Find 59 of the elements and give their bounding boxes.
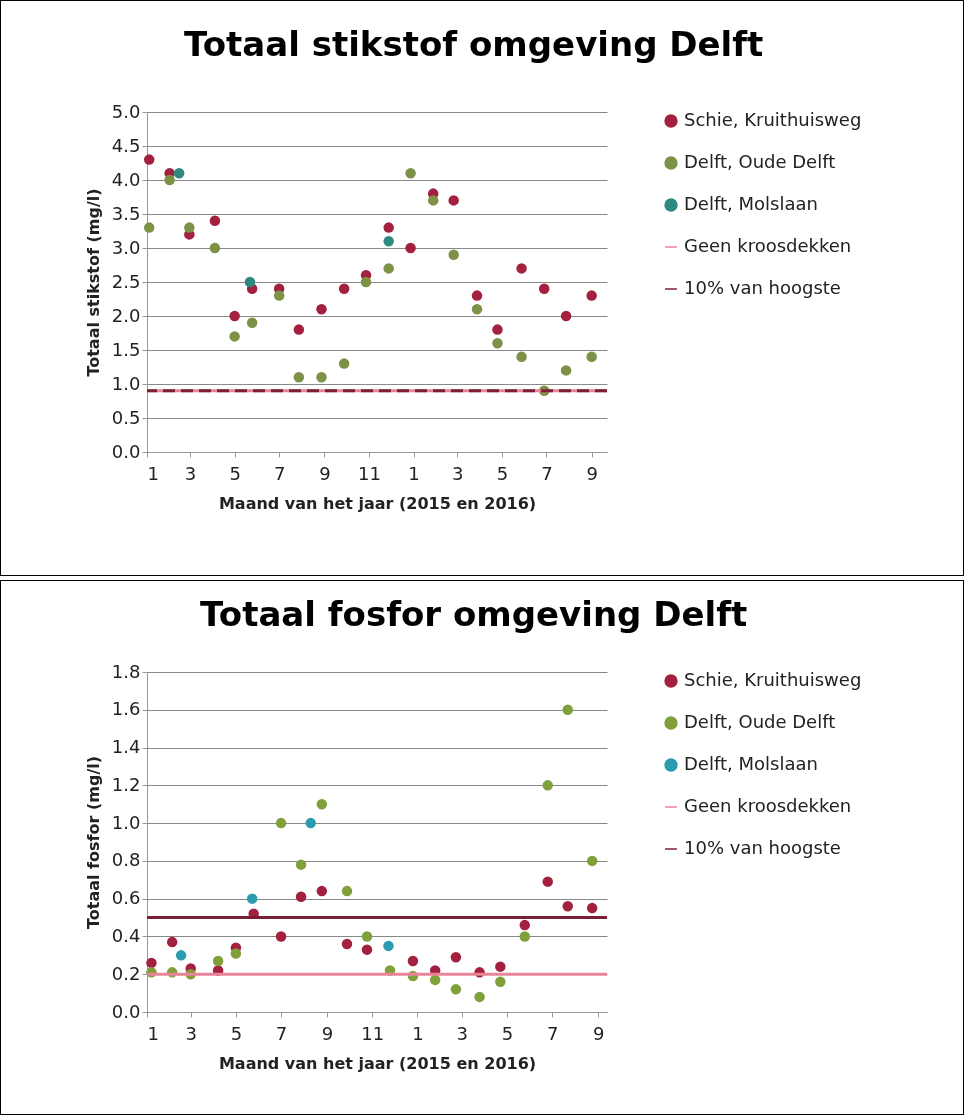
x-tick-label: 7: [275, 1022, 288, 1044]
legend-label: Delft, Molslaan: [684, 193, 818, 214]
x-tick-label: 1: [408, 462, 420, 484]
x-tick-label: 9: [592, 1022, 605, 1044]
y-tick-label: 5.0: [111, 100, 141, 122]
x-tick-label: 3: [185, 1022, 197, 1044]
y-tick-label: 2.5: [111, 270, 141, 292]
y-tick-label: 3.0: [111, 236, 141, 258]
x-tick-label: 9: [319, 462, 331, 484]
y-tick-label: 0.8: [111, 849, 141, 871]
y-tick-label: 1.5: [111, 338, 141, 360]
x-tick-label: 7: [546, 1022, 559, 1044]
legend-label: 10% van hoogste: [684, 277, 841, 298]
x-tick-label: 11: [361, 1022, 385, 1044]
legend-label: Delft, Molslaan: [684, 753, 818, 774]
y-axis-title: Totaal stikstof (mg/l): [83, 188, 103, 377]
chart-title: Totaal stikstof omgeving Delft: [184, 24, 764, 64]
y-tick-label: 1.0: [111, 811, 141, 833]
y-tick-label: 0.0: [111, 1000, 141, 1022]
x-tick-label: 7: [273, 462, 286, 484]
y-tick-label: 1.6: [111, 698, 141, 720]
legend-label: Geen kroosdekken: [684, 235, 852, 256]
x-tick-label: 1: [147, 1022, 159, 1044]
x-tick-label: 3: [184, 462, 197, 484]
x-tick-label: 9: [321, 1022, 334, 1044]
y-tick-label: 1.4: [111, 736, 141, 758]
x-tick-label: 3: [456, 1022, 469, 1044]
x-tick-label: 5: [229, 462, 241, 484]
y-tick-label: 0.6: [111, 887, 141, 909]
x-axis-title: Maand van het jaar (2015 en 2016): [218, 493, 537, 513]
x-axis-title: Maand van het jaar (2015 en 2016): [218, 1053, 537, 1073]
y-tick-label: 3.5: [111, 202, 141, 224]
y-tick-label: 0.2: [111, 962, 141, 984]
x-tick-label: 9: [586, 462, 598, 484]
y-tick-label: 4.5: [111, 134, 141, 156]
x-tick-label: 5: [496, 462, 509, 484]
y-axis-title: Totaal fosfor (mg/l): [83, 755, 103, 930]
chart-title: Totaal fosfor omgeving Delft: [200, 594, 748, 634]
legend-label: Delft, Oude Delft: [684, 151, 836, 172]
y-tick-label: 4.0: [111, 168, 141, 190]
x-tick-label: 7: [541, 462, 553, 484]
y-tick-label: 1.0: [111, 372, 141, 394]
x-tick-label: 3: [452, 462, 464, 484]
x-tick-label: 11: [358, 462, 381, 484]
y-tick-label: 0.5: [111, 406, 141, 428]
y-tick-label: 2.0: [111, 304, 141, 326]
x-tick-label: 5: [501, 1022, 514, 1044]
x-tick-label: 1: [412, 1022, 424, 1044]
legend-label: Delft, Oude Delft: [684, 711, 836, 732]
legend-label: Schie, Kruithuisweg: [684, 109, 862, 130]
y-tick-label: 0.4: [111, 924, 141, 946]
y-tick-label: 1.2: [111, 773, 141, 795]
y-tick-label: 0.0: [111, 440, 141, 462]
x-tick-label: 5: [230, 1022, 243, 1044]
legend-label: Schie, Kruithuisweg: [684, 669, 862, 690]
legend-label: 10% van hoogste: [684, 837, 841, 858]
y-tick-label: 1.8: [111, 660, 141, 682]
x-tick-label: 1: [147, 462, 159, 484]
legend-label: Geen kroosdekken: [684, 795, 852, 816]
